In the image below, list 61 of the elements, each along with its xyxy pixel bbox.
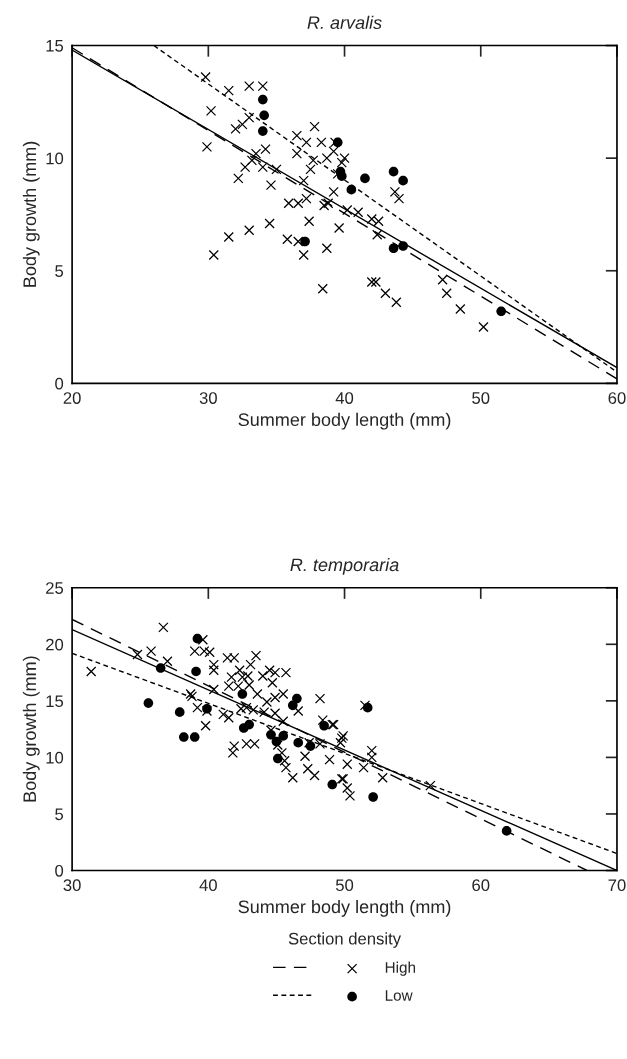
- point: [278, 731, 289, 741]
- point: [300, 236, 310, 247]
- x-tick-label: 40: [199, 879, 217, 892]
- point: [501, 826, 512, 836]
- y-tick-label: 5: [55, 265, 64, 277]
- point: [237, 689, 248, 699]
- point: [346, 184, 357, 195]
- x-tick-label: 50: [472, 392, 490, 404]
- point: [272, 753, 283, 764]
- point: [305, 741, 316, 751]
- point: [388, 243, 399, 254]
- point: [155, 663, 166, 673]
- x-tick-label: 30: [63, 879, 81, 892]
- point: [327, 779, 338, 790]
- point: [192, 633, 203, 644]
- point: [258, 126, 268, 136]
- x-axis-title: Summer body length (mm): [238, 899, 451, 917]
- y-tick-label: 25: [46, 582, 64, 594]
- y-tick-label: 15: [46, 40, 64, 52]
- legend-label: Low: [385, 990, 413, 1001]
- point: [398, 175, 408, 186]
- point: [189, 732, 200, 742]
- y-tick-label: 10: [46, 152, 64, 165]
- y-tick-label: 15: [46, 695, 64, 708]
- point: [293, 737, 304, 748]
- point: [266, 729, 276, 740]
- point: [368, 792, 378, 802]
- point: [496, 306, 506, 317]
- chart-title: R. temporaria: [290, 557, 399, 575]
- x-tick-label: 30: [199, 392, 217, 404]
- y-tick-label: 10: [46, 751, 64, 764]
- legend-title: Section density: [288, 932, 402, 948]
- x-tick-label: 40: [335, 392, 354, 404]
- point: [398, 241, 408, 251]
- x-tick-label: 60: [472, 879, 490, 892]
- x-axis-title: Summer body length (mm): [238, 412, 451, 430]
- y-tick-label: 0: [55, 377, 64, 390]
- point: [259, 110, 269, 121]
- legend-label: High: [385, 961, 416, 976]
- point: [143, 698, 154, 708]
- point: [244, 719, 254, 730]
- point: [174, 707, 185, 717]
- point: [258, 94, 268, 105]
- x-tick-label: 60: [608, 392, 626, 404]
- y-tick-label: 0: [55, 864, 64, 877]
- point: [388, 166, 399, 177]
- x-tick-label: 70: [608, 879, 626, 892]
- x-tick-label: 20: [63, 392, 81, 404]
- y-axis-title: Body growth (mm): [22, 141, 40, 287]
- x-tick-label: 50: [335, 879, 354, 892]
- y-axis-title: Body growth (mm): [22, 656, 40, 802]
- y-tick-label: 5: [55, 808, 64, 821]
- point: [191, 666, 201, 677]
- chart-title: R. arvalis: [307, 15, 382, 30]
- point: [319, 720, 329, 731]
- point: [287, 700, 298, 711]
- point: [271, 736, 282, 747]
- point: [360, 173, 370, 184]
- y-tick-label: 20: [46, 638, 64, 651]
- point: [178, 732, 189, 742]
- point: [337, 171, 347, 181]
